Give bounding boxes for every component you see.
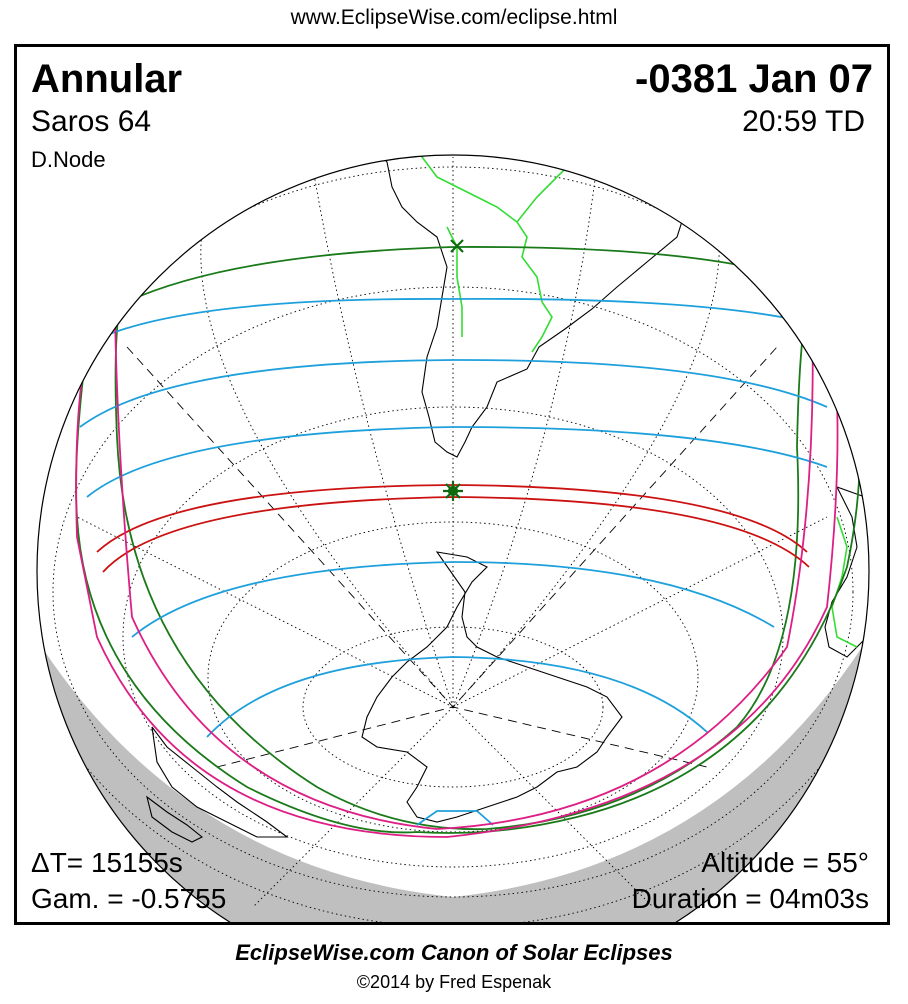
africa-coast-edge (824, 486, 869, 658)
gamma-value: Gam. = -0.5755 (31, 883, 227, 914)
delta-t: ΔT= 15155s (31, 847, 183, 878)
new-zealand-coast (146, 795, 204, 843)
orthographic-globe-map (36, 154, 870, 922)
globe-disk (37, 155, 869, 922)
subsolar-point-x-icon (450, 239, 464, 253)
node-label: D.Node (31, 147, 106, 172)
eclipse-duration: Duration = 04m03s (631, 883, 869, 914)
greatest-eclipse-star-icon (443, 481, 463, 501)
eclipse-type: Annular (31, 57, 183, 101)
eclipse-time: 20:59 TD (742, 105, 865, 138)
australia-coast-edge (151, 726, 289, 838)
saros-number: Saros 64 (31, 105, 152, 138)
eclipse-map-frame: Annular -0381 Jan 07 Saros 64 20:59 TD D… (14, 44, 890, 925)
eclipse-date: -0381 Jan 07 (635, 57, 873, 101)
rise-set-curve (75, 301, 839, 838)
coastlines (146, 155, 869, 843)
terminator-guides (126, 346, 778, 768)
south-america-coast (301, 155, 686, 458)
copyright: ©2014 by Fred Espenak (356, 972, 552, 992)
globe-outline (36, 154, 870, 922)
header-url[interactable]: www.EclipseWise.com/eclipse.html (290, 6, 618, 29)
sun-altitude: Altitude = 55° (701, 847, 869, 878)
footer-title: EclipseWise.com Canon of Solar Eclipses (235, 940, 673, 965)
night-side-shading (37, 607, 869, 922)
antarctica-coast (361, 551, 623, 823)
magnitude-curves (79, 297, 828, 826)
